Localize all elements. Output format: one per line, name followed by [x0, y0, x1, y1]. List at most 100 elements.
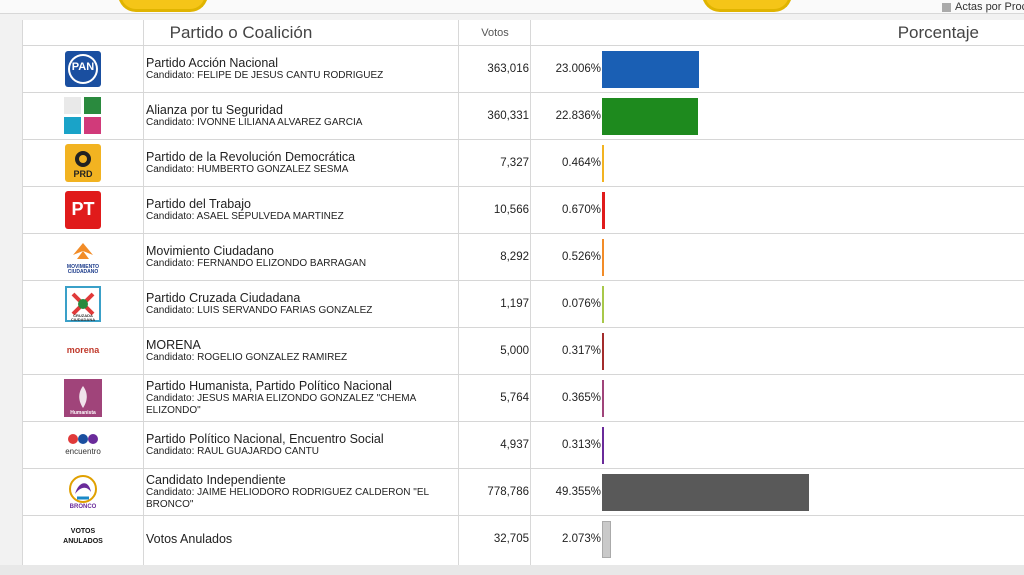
percentage-bar	[602, 380, 604, 417]
legend-swatch	[942, 2, 951, 12]
percentage-value: 0.076%	[561, 298, 601, 310]
party-info: Candidato Independiente Candidato: JAIME …	[146, 469, 456, 515]
votes-value: 10,566	[493, 204, 529, 216]
party-info: Partido del Trabajo Candidato: ASAEL SEPU…	[146, 187, 456, 233]
votes-value: 363,016	[487, 63, 529, 75]
candidate-name: Candidato: IVONNE LILIANA ALVAREZ GARCIA	[146, 117, 363, 128]
candidate-name: Candidato: HUMBERTO GONZALEZ SESMA	[146, 164, 349, 175]
table-row: PAN Partido Acción Nacional Candidato: FEL…	[23, 45, 1024, 92]
party-name: Movimiento Ciudadano	[146, 244, 274, 258]
candidate-name: Candidato: RAUL GUAJARDO CANTU	[146, 446, 320, 457]
party-logo-text: PAN	[71, 61, 95, 73]
party-logo-text: PT	[71, 199, 95, 219]
table-row: VOTOS ANULADOS Votos Anulados 32,705 2.073%	[23, 515, 1024, 562]
col-divider	[143, 20, 144, 565]
party-info: Partido Político Nacional, Encuentro Soc…	[146, 422, 456, 468]
percentage-bar	[602, 474, 810, 511]
percentage-value: 0.317%	[561, 345, 601, 357]
party-name: Partido Cruzada Ciudadana	[146, 291, 301, 305]
votes-value: 7,327	[500, 157, 529, 169]
party-logo-text: MOVIMIENTO CIUDADANO	[66, 264, 100, 275]
votes-value: 778,786	[487, 486, 529, 498]
party-info: Votos Anulados	[146, 516, 456, 562]
table-row: PRD Partido de la Revolución Democrática C…	[23, 139, 1024, 186]
percentage-value: 22.836%	[555, 110, 601, 122]
party-name: Votos Anulados	[146, 532, 233, 546]
party-logo: BRONCO	[23, 469, 143, 515]
percentage-value: 0.365%	[561, 392, 601, 404]
votes-value: 8,292	[500, 251, 529, 263]
decorative-badge-right	[702, 0, 792, 12]
party-logo-text: CRUZADA CIUDADANA	[70, 313, 96, 322]
party-name: Partido del Trabajo	[146, 197, 251, 211]
table-row: morena MORENA Candidato: ROGELIO GONZALEZ …	[23, 327, 1024, 374]
party-logo: PRD	[23, 140, 143, 186]
percentage-value: 0.464%	[561, 157, 601, 169]
party-logo-text: Humanista	[70, 410, 96, 416]
percentage-bar	[602, 239, 605, 276]
party-logo: CRUZADA CIUDADANA	[23, 281, 143, 327]
candidate-name: Candidato: LUIS SERVANDO FARIAS GONZALEZ	[146, 305, 373, 316]
votes-value: 360,331	[487, 110, 529, 122]
party-name: Partido Acción Nacional	[146, 56, 279, 70]
party-logo: PT	[23, 187, 143, 233]
table-row: BRONCO Candidato Independiente Candidato: …	[23, 468, 1024, 515]
party-logo: morena	[23, 328, 143, 374]
party-logo-text: VOTOS ANULADOS	[63, 528, 103, 545]
percentage-bar	[602, 145, 604, 182]
percentage-bar	[602, 286, 604, 323]
party-logo-text: PRD	[73, 169, 93, 179]
candidate-name: Candidato: JESUS MARIA ELIZONDO GONZALEZ…	[146, 393, 416, 416]
votes-value: 4,937	[500, 439, 529, 451]
party-logo-text: morena	[66, 345, 100, 355]
percentage-value: 49.355%	[555, 486, 601, 498]
percentage-value: 0.313%	[561, 439, 601, 451]
party-logo-text: encuentro	[65, 447, 101, 456]
percentage-bar	[602, 98, 698, 135]
votes-value: 1,197	[500, 298, 529, 310]
party-logo: Humanista	[23, 375, 143, 421]
party-info: MORENA Candidato: ROGELIO GONZALEZ RAMIRE…	[146, 328, 456, 374]
percentage-bar	[602, 51, 699, 88]
col-divider	[530, 20, 531, 565]
party-name: Alianza por tu Seguridad	[146, 103, 283, 117]
percentage-bar	[602, 333, 604, 370]
party-name: Partido Político Nacional, Encuentro Soc…	[146, 432, 384, 446]
party-info: Movimiento Ciudadano Candidato: FERNANDO …	[146, 234, 456, 280]
party-name: Candidato Independiente	[146, 473, 286, 487]
party-name: Partido Humanista, Partido Político Naci…	[146, 379, 392, 393]
decorative-badge-left	[118, 0, 208, 12]
candidate-name: Candidato: JAIME HELIODORO RODRIGUEZ CAL…	[146, 487, 429, 510]
party-name: MORENA	[146, 338, 201, 352]
table-row: encuentro Partido Político Nacional, Encu…	[23, 421, 1024, 468]
candidate-name: Candidato: ROGELIO GONZALEZ RAMIREZ	[146, 352, 348, 363]
party-info: Alianza por tu Seguridad Candidato: IVONN…	[146, 93, 456, 139]
votes-value: 32,705	[493, 533, 529, 545]
legend-label: Actas por Proc	[955, 1, 1024, 13]
party-logo: PAN	[23, 46, 143, 92]
candidate-name: Candidato: ASAEL SEPULVEDA MARTINEZ	[146, 211, 344, 222]
percentage-value: 23.006%	[555, 63, 601, 75]
table-row: CRUZADA CIUDADANA Partido Cruzada Ciudada…	[23, 280, 1024, 327]
table-row: PT Partido del Trabajo Candidato: ASAEL SE…	[23, 186, 1024, 233]
bottom-strip	[0, 565, 1024, 575]
candidate-name: Candidato: FELIPE DE JESUS CANTU RODRIGU…	[146, 70, 384, 81]
votes-value: 5,000	[500, 345, 529, 357]
party-logo: MOVIMIENTO CIUDADANO	[23, 234, 143, 280]
candidate-name: Candidato: FERNANDO ELIZONDO BARRAGAN	[146, 258, 367, 269]
header-party: Partido o Coalición	[169, 22, 313, 42]
header-votes: Votos	[481, 26, 509, 39]
table-row: Humanista Partido Humanista, Partido Polí…	[23, 374, 1024, 421]
percentage-bar	[602, 427, 604, 464]
party-name: Partido de la Revolución Democrática	[146, 150, 356, 164]
col-divider	[458, 20, 459, 565]
party-logo: VOTOS ANULADOS	[23, 516, 143, 562]
percentage-bar	[602, 192, 605, 229]
party-logo	[23, 93, 143, 139]
party-info: Partido Acción Nacional Candidato: FELIPE…	[146, 46, 456, 92]
party-info: Partido Humanista, Partido Político Naci…	[146, 375, 456, 421]
votes-value: 5,764	[500, 392, 529, 404]
party-logo: encuentro	[23, 422, 143, 468]
results-table: Partido o Coalición Votos Porcentaje PAN…	[22, 20, 1024, 565]
